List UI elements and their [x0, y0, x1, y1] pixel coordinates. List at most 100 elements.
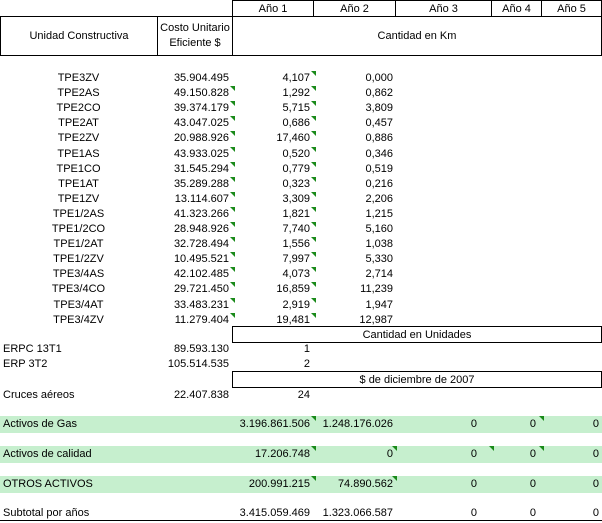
cost-cell[interactable]: 32.728.494 [173, 238, 229, 251]
cost-cell[interactable]: 20.988.926 [173, 132, 229, 145]
year1-cell[interactable]: 3,309 [282, 192, 310, 205]
year2-total[interactable]: 74.890.562 [337, 478, 393, 490]
year4-total[interactable]: 0 [529, 507, 536, 519]
year1-total[interactable]: 17.206.748 [254, 448, 310, 460]
cost-cell[interactable]: 11.279.404 [174, 313, 229, 326]
year1-total[interactable]: 3.415.059.469 [239, 507, 310, 519]
unit-cell[interactable]: TPE3/4ZV [53, 313, 104, 326]
qty-cell[interactable]: 24 [297, 389, 310, 401]
year1-cell[interactable]: 1,821 [282, 207, 310, 220]
year2-cell[interactable]: 11,239 [360, 283, 393, 296]
year5-total[interactable]: 0 [592, 478, 599, 490]
cost-cell[interactable]: 105.514.535 [167, 358, 229, 370]
year2-total[interactable]: 1.248.176.026 [322, 418, 393, 430]
year1-cell[interactable]: 0,520 [282, 147, 310, 160]
year1-cell[interactable]: 16,859 [276, 283, 310, 296]
year2-total[interactable]: 0 [386, 448, 393, 460]
year2-cell[interactable]: 12,987 [359, 313, 393, 326]
cost-cell[interactable]: 49.150.828 [173, 87, 229, 100]
cost-cell[interactable]: 22.407.838 [173, 389, 229, 401]
cost-cell[interactable]: 35.289.288 [173, 177, 229, 190]
year1-cell[interactable]: 0,779 [282, 162, 310, 175]
cost-cell[interactable]: 43.047.025 [173, 117, 229, 130]
cost-cell[interactable]: 31.545.294 [173, 162, 229, 175]
cost-cell[interactable]: 35.904.495 [173, 72, 229, 84]
year4-total[interactable]: 0 [529, 418, 536, 430]
year1-total[interactable]: 3.196.861.506 [239, 418, 310, 430]
cost-cell[interactable]: 33.483.231 [173, 298, 229, 311]
year1-cell[interactable]: 5,715 [282, 102, 310, 115]
unit-cell[interactable]: TPE1/2CO [51, 223, 106, 235]
year4-total[interactable]: 0 [529, 448, 536, 460]
year3-total[interactable]: 0 [470, 478, 477, 490]
year3-total[interactable]: 0 [470, 418, 477, 430]
unit-cell[interactable]: TPE2AT [58, 117, 99, 130]
year2-cell[interactable]: 2,714 [365, 268, 393, 281]
cost-cell[interactable]: 28.948.926 [173, 223, 229, 235]
unit-cell[interactable]: TPE3/4AT [53, 298, 104, 311]
cost-cell[interactable]: 10.495.521 [173, 253, 229, 266]
year5-total[interactable]: 0 [592, 418, 599, 430]
year3-total[interactable]: 0 [470, 448, 477, 460]
cost-cell[interactable]: 42.102.485 [173, 268, 229, 281]
cost-cell[interactable]: 13.114.607 [174, 192, 229, 205]
unit-cell[interactable]: ERPC 13T1 [3, 343, 62, 355]
year2-cell[interactable]: 1,947 [365, 298, 393, 311]
year2-cell[interactable]: 0,457 [365, 117, 393, 130]
unit-cell[interactable]: TPE1CO [56, 162, 101, 175]
year5-total[interactable]: 0 [592, 448, 599, 460]
total-label[interactable]: Activos de calidad [3, 448, 92, 460]
cost-cell[interactable]: 39.374.179 [173, 102, 229, 115]
year1-cell[interactable]: 2,919 [282, 298, 310, 311]
year2-cell[interactable]: 0,519 [365, 162, 393, 175]
unit-cell[interactable]: TPE3/4CO [51, 283, 106, 296]
unit-cell[interactable]: TPE1AS [57, 147, 100, 160]
year2-cell[interactable]: 2,206 [365, 192, 393, 205]
year3-total[interactable]: 0 [470, 507, 477, 519]
total-label[interactable]: Activos de Gas [3, 418, 77, 430]
unit-cell[interactable]: Cruces aéreos [3, 389, 75, 401]
cost-cell[interactable]: 89.593.130 [173, 343, 229, 355]
cost-cell[interactable]: 41.323.266 [173, 207, 229, 220]
year4-total[interactable]: 0 [529, 478, 536, 490]
unit-cell[interactable]: TPE3ZV [57, 72, 100, 84]
unit-cell[interactable]: TPE3/4AS [52, 268, 105, 281]
year1-total[interactable]: 200.991.215 [248, 478, 310, 490]
year2-cell[interactable]: 0,000 [365, 72, 393, 84]
year2-cell[interactable]: 1,038 [365, 238, 393, 251]
year2-cell[interactable]: 5,160 [365, 223, 393, 235]
year1-cell[interactable]: 7,997 [282, 253, 310, 266]
unit-cell[interactable]: TPE1/2AT [53, 238, 104, 251]
qty-cell[interactable]: 2 [303, 358, 310, 370]
year2-total[interactable]: 1.323.066.587 [322, 507, 393, 519]
qty-cell[interactable]: 1 [303, 343, 310, 355]
year2-cell[interactable]: 0,346 [365, 147, 393, 160]
year1-cell[interactable]: 7,740 [282, 223, 310, 235]
year1-cell[interactable]: 4,073 [282, 268, 310, 281]
year2-cell[interactable]: 0,862 [365, 87, 393, 100]
unit-cell[interactable]: TPE2AS [57, 87, 100, 100]
year1-cell[interactable]: 1,292 [282, 87, 310, 100]
total-label[interactable]: Subtotal por años [3, 507, 90, 519]
unit-cell[interactable]: TPE2ZV [57, 132, 100, 145]
unit-cell[interactable]: TPE1ZV [57, 192, 100, 205]
cost-cell[interactable]: 29.721.450 [173, 283, 229, 296]
total-label[interactable]: OTROS ACTIVOS [3, 478, 93, 490]
cost-cell[interactable]: 43.933.025 [173, 147, 229, 160]
year1-cell[interactable]: 0,686 [282, 117, 310, 130]
year2-cell[interactable]: 5,330 [365, 253, 393, 266]
unit-cell[interactable]: TPE2CO [56, 102, 101, 115]
unit-cell[interactable]: TPE1/2ZV [53, 253, 104, 266]
year2-cell[interactable]: 0,886 [365, 132, 393, 145]
unit-cell[interactable]: TPE1/2AS [52, 207, 105, 220]
year2-cell[interactable]: 3,809 [365, 102, 393, 115]
year1-cell[interactable]: 0,323 [282, 177, 310, 190]
year1-cell[interactable]: 4,107 [282, 72, 310, 84]
year1-cell[interactable]: 1,556 [282, 238, 310, 251]
year2-cell[interactable]: 1,215 [365, 207, 393, 220]
year5-total[interactable]: 0 [592, 507, 599, 519]
year2-cell[interactable]: 0,216 [365, 177, 393, 190]
year1-cell[interactable]: 19,481 [276, 313, 310, 326]
year1-cell[interactable]: 17,460 [276, 132, 310, 145]
unit-cell[interactable]: TPE1AT [58, 177, 99, 190]
